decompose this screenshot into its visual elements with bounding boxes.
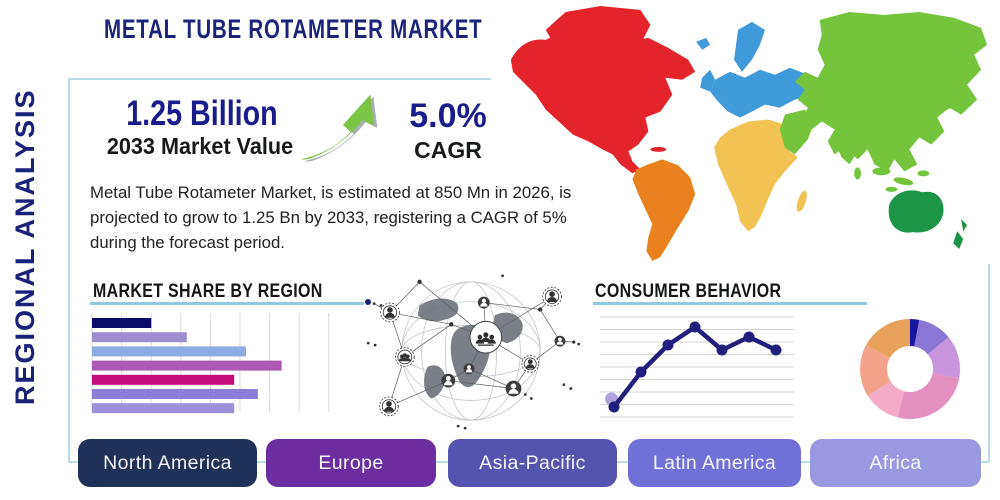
map-scandinavia bbox=[734, 21, 765, 72]
data-point bbox=[662, 339, 674, 351]
data-point bbox=[770, 344, 782, 356]
donut-slice bbox=[867, 381, 905, 418]
donut-slice bbox=[866, 319, 910, 358]
bar bbox=[92, 332, 187, 343]
user-node-icon bbox=[463, 363, 475, 375]
market-value-stat: 1.25 Billion bbox=[126, 94, 278, 133]
map-madagascar bbox=[796, 190, 807, 212]
cagr-stat: 5.0% bbox=[409, 97, 487, 135]
region-share-donut-chart bbox=[860, 319, 960, 419]
map-cuba bbox=[650, 147, 667, 152]
map-north-america bbox=[510, 31, 696, 174]
bar bbox=[92, 318, 152, 328]
region-button-north-america[interactable]: North America bbox=[78, 439, 257, 487]
market-value-caption: 2033 Market Value bbox=[106, 133, 294, 159]
consumer-behavior-heading: CONSUMER BEHAVIOR bbox=[595, 281, 782, 302]
data-point bbox=[689, 321, 701, 333]
users-group-node-icon bbox=[394, 347, 415, 367]
donut-slice bbox=[914, 319, 949, 355]
map-africa bbox=[714, 119, 800, 232]
map-arabia bbox=[779, 109, 815, 155]
globe-network-graphic bbox=[366, 274, 580, 430]
data-point bbox=[743, 331, 755, 343]
world-map bbox=[490, 0, 1000, 264]
consumer-behavior-underline bbox=[593, 302, 867, 305]
donut-slice bbox=[927, 337, 960, 379]
data-point bbox=[716, 344, 728, 356]
sidebar-vertical-label: REGIONAL ANALYSIS bbox=[10, 88, 40, 406]
bar bbox=[92, 389, 258, 399]
user-node-icon bbox=[441, 373, 456, 388]
map-southeast-asia-islands bbox=[854, 167, 930, 192]
donut-slice bbox=[897, 373, 960, 419]
user-node-icon bbox=[505, 380, 522, 397]
bar bbox=[92, 403, 235, 414]
map-uk bbox=[700, 69, 716, 92]
user-node-icon bbox=[554, 335, 566, 347]
users-group-node-icon bbox=[469, 320, 503, 354]
region-button-africa[interactable]: Africa bbox=[810, 439, 981, 487]
market-summary-text: Metal Tube Rotameter Market, is estimate… bbox=[90, 183, 572, 253]
cagr-caption: CAGR bbox=[414, 137, 482, 163]
region-button-europe[interactable]: Europe bbox=[266, 439, 436, 487]
map-europe bbox=[710, 67, 820, 118]
data-point bbox=[608, 401, 620, 413]
market-share-underline bbox=[90, 302, 364, 305]
page-title: METAL TUBE ROTAMETER MARKET bbox=[104, 14, 483, 44]
user-node-icon bbox=[542, 286, 562, 307]
bar bbox=[92, 374, 235, 385]
market-share-bar-chart bbox=[91, 313, 330, 414]
bar bbox=[92, 360, 282, 371]
map-japan bbox=[943, 87, 956, 112]
region-button-asia-pacific[interactable]: Asia-Pacific bbox=[448, 439, 617, 487]
region-button-latin-america[interactable]: Latin America bbox=[628, 439, 801, 487]
donut-slice bbox=[860, 344, 891, 396]
user-node-icon bbox=[521, 355, 540, 373]
map-south-america bbox=[632, 159, 696, 262]
bar bbox=[92, 346, 247, 357]
user-node-icon bbox=[379, 396, 399, 417]
user-node-icon bbox=[380, 302, 400, 323]
map-iceland bbox=[696, 37, 711, 50]
market-share-heading: MARKET SHARE BY REGION bbox=[93, 281, 323, 302]
map-new-zealand bbox=[953, 219, 968, 250]
scatter-dots bbox=[366, 274, 580, 430]
underline-end-dot bbox=[365, 299, 371, 305]
donut-slice bbox=[910, 319, 920, 347]
growth-arrow-icon bbox=[300, 94, 378, 162]
consumer-behavior-line-chart bbox=[600, 316, 794, 418]
map-australia bbox=[888, 190, 944, 233]
data-point bbox=[635, 366, 647, 378]
map-india bbox=[834, 119, 865, 165]
user-node-icon bbox=[477, 296, 490, 309]
